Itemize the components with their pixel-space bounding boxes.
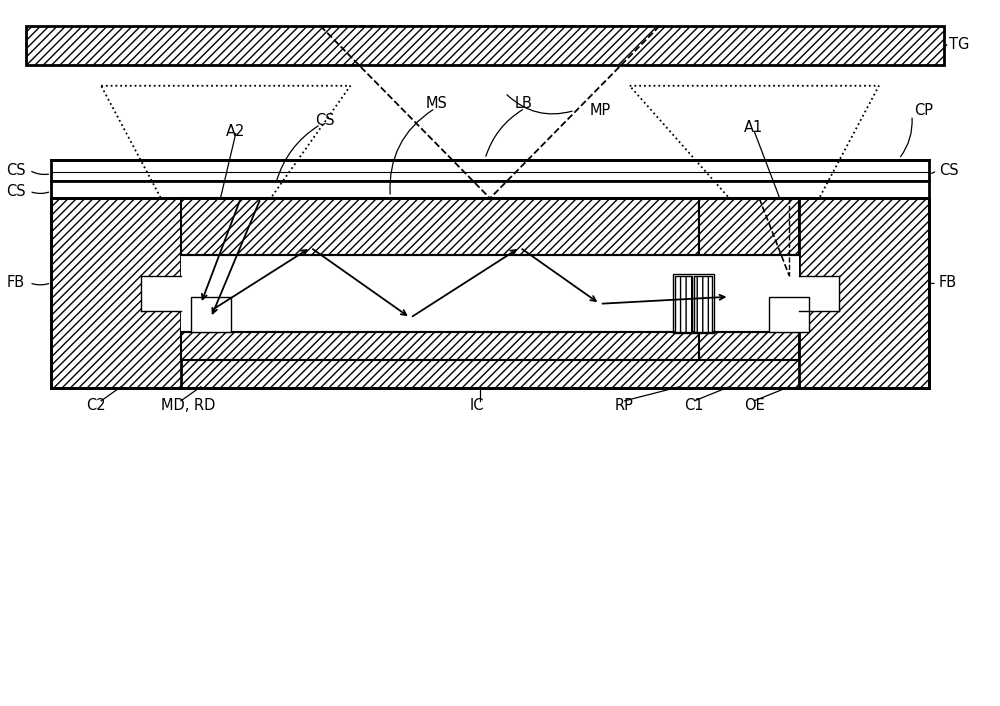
Bar (181, 332, 699, 360)
Bar (699, 198, 799, 255)
Text: TG: TG (949, 37, 969, 52)
Text: CS: CS (939, 162, 958, 178)
FancyArrowPatch shape (32, 284, 49, 285)
Bar (694, 275, 712, 332)
Bar (181, 198, 799, 339)
FancyArrowPatch shape (390, 110, 433, 194)
Text: MS: MS (425, 96, 447, 111)
Bar (51, 181, 929, 198)
Bar (181, 198, 699, 255)
Bar (26, 26, 944, 65)
Text: A1: A1 (744, 121, 764, 136)
Text: CP: CP (914, 103, 933, 118)
FancyArrowPatch shape (32, 172, 49, 174)
Text: RP: RP (615, 398, 634, 413)
Bar (675, 275, 692, 332)
Bar (799, 275, 839, 311)
Text: FB: FB (939, 275, 957, 290)
Bar (191, 297, 231, 332)
Text: FB: FB (6, 275, 24, 290)
Text: LB: LB (515, 96, 533, 111)
FancyArrowPatch shape (932, 172, 935, 173)
Bar (769, 297, 809, 332)
Bar (51, 198, 181, 388)
Bar (141, 275, 181, 311)
Bar (699, 332, 799, 360)
FancyArrowPatch shape (276, 126, 318, 181)
Text: A2: A2 (226, 124, 245, 139)
Text: C1: C1 (684, 398, 704, 413)
Text: C2: C2 (86, 398, 106, 413)
Text: OE: OE (744, 398, 765, 413)
Text: CS: CS (316, 114, 335, 128)
Text: CS: CS (6, 184, 26, 199)
Text: MD, RD: MD, RD (161, 398, 215, 413)
Bar (51, 160, 929, 181)
Bar (673, 274, 714, 333)
FancyArrowPatch shape (507, 95, 572, 114)
Text: CS: CS (6, 162, 26, 178)
FancyArrowPatch shape (901, 118, 912, 157)
Text: MP: MP (590, 103, 611, 118)
Text: IC: IC (470, 398, 485, 413)
FancyArrowPatch shape (486, 109, 523, 156)
FancyArrowPatch shape (32, 192, 49, 193)
Bar (51, 339, 929, 388)
Bar (799, 198, 929, 388)
